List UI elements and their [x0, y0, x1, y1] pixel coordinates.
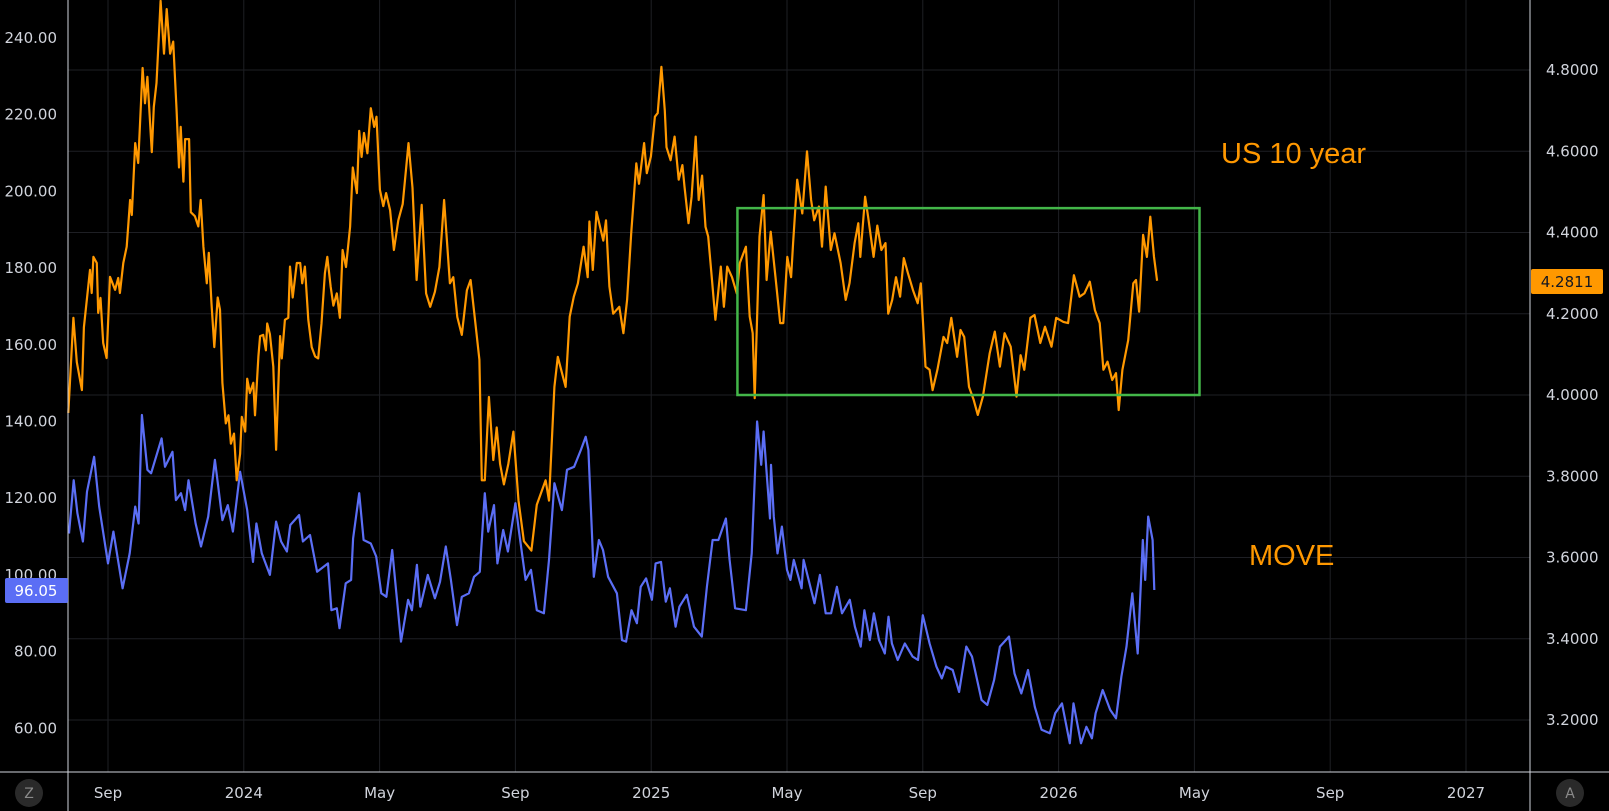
left-tick-label: 180.00 [5, 259, 58, 277]
x-tick-label: Sep [1316, 784, 1344, 802]
annotation-us10-label[interactable]: US 10 year [1221, 138, 1366, 170]
move-last-value: 96.05 [15, 582, 58, 600]
right-tick-label: 3.4000 [1546, 630, 1599, 648]
right-axis-ticks[interactable]: 4.8000 4.6000 4.4000 4.2000 4.0000 3.8000 3.60… [1546, 61, 1599, 729]
right-tick-label: 4.2000 [1546, 305, 1599, 323]
move-last-value-badge: 96.05 [5, 578, 68, 603]
x-tick-label: May [771, 784, 802, 802]
range-box-annotation[interactable] [736, 206, 1201, 397]
left-tick-label: 120.00 [5, 489, 58, 507]
annotations-layer: US 10 year MOVE [736, 138, 1366, 572]
right-tick-label: 3.6000 [1546, 549, 1599, 567]
x-tick-label: May [364, 784, 395, 802]
x-tick-label: Sep [501, 784, 529, 802]
left-tick-label: 60.00 [14, 719, 57, 737]
z-button[interactable]: Z [15, 779, 43, 807]
x-tick-label: 2027 [1447, 784, 1485, 802]
move-index-line[interactable] [67, 413, 1156, 745]
time-axis-ticks[interactable]: Sep 2024 May Sep 2025 May Sep 2026 May Sep 2027 [94, 784, 1485, 802]
auto-scale-button[interactable]: A [1556, 779, 1584, 807]
right-tick-label: 4.4000 [1546, 224, 1599, 242]
auto-scale-button-label: A [1565, 786, 1575, 802]
x-tick-label: May [1179, 784, 1210, 802]
right-tick-label: 4.8000 [1546, 61, 1599, 79]
us10-last-value-badge: 4.2811 [1531, 269, 1603, 294]
annotation-move-label[interactable]: MOVE [1249, 540, 1334, 572]
left-tick-label: 140.00 [5, 413, 58, 431]
series-layer [67, 0, 1159, 745]
right-tick-label: 4.6000 [1546, 142, 1599, 160]
left-tick-label: 160.00 [5, 336, 58, 354]
x-tick-label: 2026 [1040, 784, 1078, 802]
x-tick-label: 2025 [632, 784, 670, 802]
bottom-axis-area[interactable] [0, 773, 1609, 811]
x-tick-label: Sep [909, 784, 937, 802]
price-badges: 96.05 4.2811 [5, 269, 1603, 603]
x-tick-label: 2024 [225, 784, 263, 802]
x-tick-label: Sep [94, 784, 122, 802]
right-tick-label: 4.0000 [1546, 386, 1599, 404]
left-axis-ticks[interactable]: 240.00 220.00 200.00 180.00 160.00 140.00 120.… [5, 29, 58, 737]
z-button-label: Z [24, 786, 34, 802]
left-tick-label: 200.00 [5, 182, 58, 200]
us10-yield-line[interactable] [67, 0, 1159, 552]
right-tick-label: 3.8000 [1546, 467, 1599, 485]
left-tick-label: 80.00 [14, 643, 57, 661]
right-tick-label: 3.2000 [1546, 711, 1599, 729]
left-tick-label: 240.00 [5, 29, 58, 47]
left-tick-label: 220.00 [5, 106, 58, 124]
us10-last-value: 4.2811 [1541, 273, 1594, 291]
